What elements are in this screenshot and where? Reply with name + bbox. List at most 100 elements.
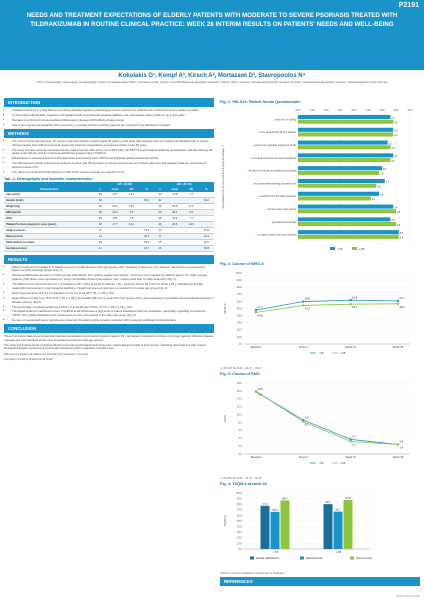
table-cell xyxy=(198,215,214,222)
fig2-footnote: n (<65/≥65): BL 96/49 ... Wk 16 ... Wk 2… xyxy=(220,368,262,370)
table-cell: 49 xyxy=(154,191,166,198)
table-cell xyxy=(139,221,155,228)
fig3-legend-label: < 65 xyxy=(318,461,324,465)
table-cell: 4.7 xyxy=(183,191,199,198)
table-cell: 96 xyxy=(94,203,107,210)
table-cell: 49 xyxy=(154,221,166,228)
fig2-point xyxy=(396,299,400,303)
fig1-tick-label: 3,00 xyxy=(379,108,385,112)
table1-title: Tab. 1: Demography and baseline characte… xyxy=(4,176,93,181)
fig1-tick-label: 0,00 xyxy=(295,108,301,112)
fig1-tick-label: 1,50 xyxy=(337,108,343,112)
fig2-data-label: 56,6 xyxy=(400,305,406,309)
fig1-bar xyxy=(298,222,396,227)
fig2-category-label: Week 28 xyxy=(393,345,404,349)
table-cell: 20.6 xyxy=(165,221,184,228)
table-cell: 96 xyxy=(94,209,107,216)
fig3-data-label: 3,7 xyxy=(352,435,356,439)
methods-bullet: Effectiveness is assessed based on Psori… xyxy=(12,156,214,161)
fig1-data-label: 3,3 xyxy=(391,118,395,120)
table-cell xyxy=(124,245,140,252)
table-cell xyxy=(198,209,214,216)
fig1-tick-label: 3,50 xyxy=(393,108,399,112)
table-row: Plaque-Psoriasis diagnosis since (years)… xyxy=(4,221,214,228)
table-body: Age (years) 96 43.7 12.3 49 73.8 4.7 Gender (ma… xyxy=(4,191,214,252)
fig3-data-label: 2,4 xyxy=(400,440,404,444)
fig1-bar xyxy=(298,166,382,171)
conclusion-heading: CONCLUSION xyxy=(4,324,214,334)
table-cell xyxy=(165,239,184,246)
fig1-data-label: 3,4 xyxy=(394,156,398,158)
results-heading: RESULTS xyxy=(4,254,214,264)
fig2-category-label: Week 4 xyxy=(299,345,309,349)
references-heading: REFERENCES xyxy=(220,577,420,586)
fig4-tick-label: 60.0 xyxy=(237,513,243,517)
table-cell: 60.4 xyxy=(139,197,155,204)
table-cell: 35.4 xyxy=(139,233,155,240)
table-cell xyxy=(183,245,199,252)
fig1-data-label: 3,1 xyxy=(386,182,390,184)
fig4-bar xyxy=(260,505,270,549)
table-cell xyxy=(165,227,184,234)
fig1-data-label: 3,4 xyxy=(394,207,398,209)
fig3-point xyxy=(302,420,305,423)
fig2-legend-label: ≥ 65 xyxy=(340,351,346,355)
fig4-legend-label: Convenience xyxy=(356,556,373,560)
fig3-tick-label: 12.0 xyxy=(237,405,243,409)
table-column-header: SD xyxy=(183,186,199,192)
results-bullet: The percentage of patients achieving a P… xyxy=(12,305,214,310)
fig1-legend-label: ≥ 65 xyxy=(359,247,365,251)
fig2-point xyxy=(302,304,305,307)
table-row-label: Plaque-Psoriasis diagnosis since (years) xyxy=(4,221,95,228)
fig2-point xyxy=(254,308,258,312)
fig3-series-line xyxy=(255,390,399,445)
fig4-legend-swatch xyxy=(300,556,304,560)
fig4-data-label: 66,4 xyxy=(272,508,278,512)
intro-bullet: Due to the ongoing demographic shift in … xyxy=(12,123,214,128)
fig2-point xyxy=(349,298,352,302)
table-row: Genital psoriasis 41 42.7 20 40.8 xyxy=(4,245,214,252)
table-row: BMI (kg/m2) 96 29.3 5.5 49 28.4 5.0 xyxy=(4,209,214,216)
fig3-tick-label: 18.0 xyxy=(237,381,243,385)
table-row-label: Palmoplantar psoriasis xyxy=(4,239,95,246)
table-cell xyxy=(124,239,140,246)
fig4-axis-label: TSQM-9 xyxy=(223,515,227,527)
table-cell: 20 xyxy=(154,245,166,252)
table-cell xyxy=(183,227,199,234)
fig1-bar xyxy=(298,209,396,214)
fig2-tick-label: 0.0 xyxy=(238,342,242,346)
conclusion-paragraph: The observed improvements in clinical ef… xyxy=(4,342,207,351)
fig1-data-label: 3,3 xyxy=(391,161,395,163)
fig1-bar xyxy=(298,140,388,145)
fig3-category-label: Baseline xyxy=(251,455,262,459)
table-column-header: Characteristics xyxy=(4,186,95,192)
table-row: Palmoplantar psoriasis 29 30.2 15 30.6 xyxy=(4,239,214,246)
table-cell xyxy=(139,191,155,198)
fig4-title: Fig. 4: TSQM-9 at week 28 xyxy=(220,482,267,486)
table-cell: 15.9 xyxy=(165,215,184,222)
methods-heading: METHODS xyxy=(4,128,214,138)
fig3-data-label: 8,6 xyxy=(305,415,309,419)
fig2-point xyxy=(349,302,352,306)
fig4-legend-swatch xyxy=(350,556,354,560)
table-cell: 49 xyxy=(154,203,166,210)
fig1-title: Fig. 1: PBI-S10: Patient Needs Questionn… xyxy=(220,100,301,104)
fig3-tick-label: 10.0 xyxy=(237,412,243,416)
table-cell: 73.2 xyxy=(139,227,155,234)
table-cell: 29.3 xyxy=(106,209,125,216)
table-cell: 81.8 xyxy=(165,203,184,210)
fig1-category-label: ...need less time for daily treatment xyxy=(257,195,296,198)
fig1-data-label: 3,4 xyxy=(394,131,398,133)
right-column: Fig. 1: PBI-S10: Patient Needs Questionn… xyxy=(220,98,420,588)
fig2-tick-label: 80.0 xyxy=(237,285,243,289)
table-cell xyxy=(183,239,199,246)
fig1-legend-label: < 65 xyxy=(337,247,343,251)
introduction-list: Tildrakizumab (TIL) is a high affinity m… xyxy=(4,108,214,128)
fig1-data-label: 2,9 xyxy=(380,195,384,197)
table-row: Age (years) 96 43.7 12.3 49 73.8 4.7 xyxy=(4,191,214,198)
fig2-tick-label: 20.0 xyxy=(237,328,243,332)
results-bullet: The WHO-5 score improved from 47.7 at ba… xyxy=(12,282,214,291)
fig3-axis-label: PASI xyxy=(223,415,227,422)
intro-bullet: Tildrakizumab (TIL) is a high affinity m… xyxy=(12,108,214,113)
fig2-data-label: 47,7 xyxy=(258,305,264,309)
